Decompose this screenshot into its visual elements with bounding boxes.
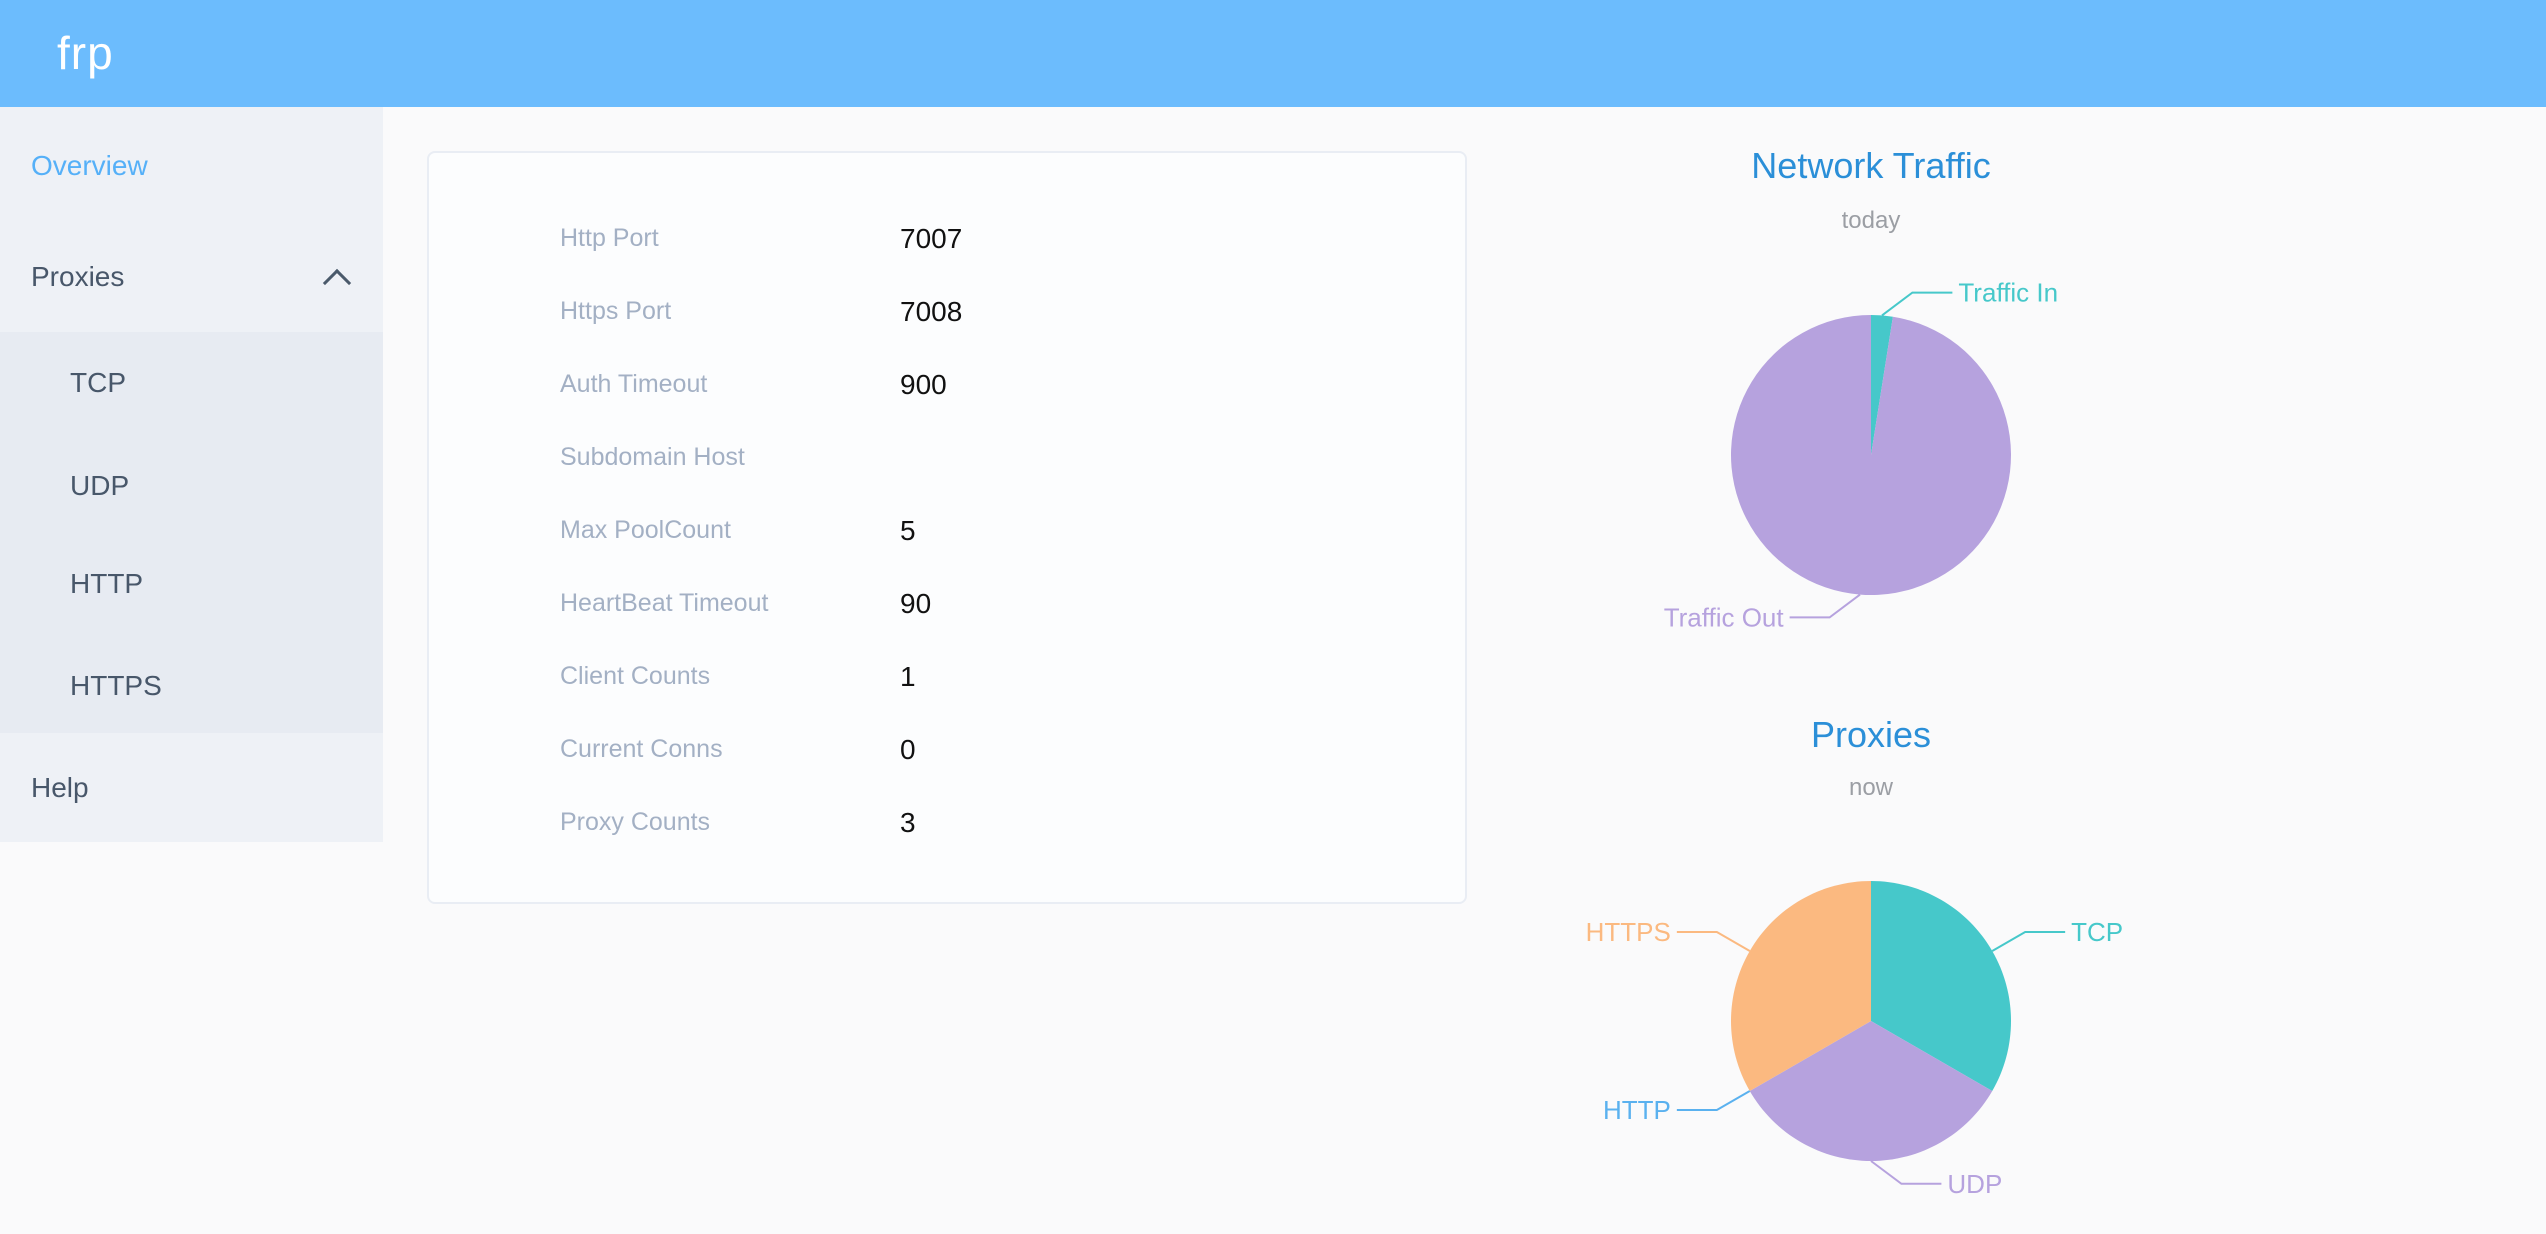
- sidebar-item-https[interactable]: HTTPS: [0, 636, 383, 736]
- proxies-chart: Proxies now TCP UDP HTTP HTTPS: [1586, 714, 2124, 1199]
- info-value: 3: [900, 806, 916, 838]
- info-row-client-counts: Client Counts 1: [429, 640, 1465, 713]
- label-line-traffic-in: [1881, 291, 1953, 317]
- slice-label-tcp: TCP: [2071, 917, 2123, 947]
- label-line-udp: [1870, 1160, 1942, 1185]
- info-row-heartbeat-timeout: HeartBeat Timeout 90: [429, 567, 1465, 640]
- info-value: 0: [900, 733, 916, 765]
- info-label: Https Port: [560, 297, 672, 325]
- info-label: Max PoolCount: [560, 516, 731, 544]
- sidebar-item-label: UDP: [70, 470, 130, 501]
- chart-subtitle: today: [1842, 207, 1901, 234]
- server-info-rows: Http Port 7007 Https Port 7008 Auth Time…: [429, 153, 1465, 859]
- server-info-card: Http Port 7007 Https Port 7008 Auth Time…: [427, 151, 1467, 904]
- sidebar-item-proxies[interactable]: Proxies: [0, 227, 383, 327]
- pie-slice-traffic-in[interactable]: [1871, 315, 1893, 455]
- slice-label-traffic-out: Traffic Out: [1664, 602, 1785, 632]
- info-row-max-poolcount: Max PoolCount 5: [429, 494, 1465, 567]
- info-value: 1: [900, 660, 916, 692]
- info-value: 7008: [900, 295, 963, 327]
- info-label: Current Conns: [560, 735, 723, 763]
- label-line-tcp: [1991, 931, 2066, 952]
- pie-slice-tcp[interactable]: [1871, 881, 2011, 1091]
- info-row-subdomain-host: Subdomain Host: [429, 421, 1465, 494]
- label-line-http: [1676, 1090, 1751, 1111]
- slice-label-https: HTTPS: [1586, 917, 1671, 947]
- info-label: Auth Timeout: [560, 370, 708, 398]
- info-label: Subdomain Host: [560, 443, 745, 471]
- info-row-auth-timeout: Auth Timeout 900: [429, 348, 1465, 421]
- info-row-proxy-counts: Proxy Counts 3: [429, 786, 1465, 859]
- slice-label-udp: UDP: [1947, 1169, 2002, 1199]
- chart-subtitle: now: [1849, 774, 1894, 801]
- info-label: Client Counts: [560, 662, 711, 690]
- sidebar-item-help[interactable]: Help: [0, 738, 383, 838]
- label-line-https: [1676, 931, 1751, 952]
- info-label: HeartBeat Timeout: [560, 589, 769, 617]
- slice-label-traffic-in: Traffic In: [1958, 278, 2058, 308]
- app-header: frp: [0, 0, 2546, 107]
- network-traffic-chart: Network Traffic today Traffic In Traffic Ou…: [1664, 145, 2058, 632]
- pie-slice-https[interactable]: [1731, 881, 1871, 1091]
- info-row-http-port: Http Port 7007: [429, 202, 1465, 275]
- info-row-https-port: Https Port 7008: [429, 275, 1465, 348]
- sidebar-item-overview[interactable]: Overview: [0, 116, 383, 216]
- sidebar: Overview Proxies TCP UDP HTTP HTTPS Help: [0, 107, 383, 842]
- pie-slice-traffic-out[interactable]: [1731, 315, 2011, 595]
- info-value: 900: [900, 368, 947, 400]
- sidebar-item-label: HTTP: [70, 568, 144, 599]
- frp-logo[interactable]: frp: [57, 27, 114, 79]
- sidebar-item-label: Proxies: [31, 261, 125, 292]
- info-value: 90: [900, 587, 932, 619]
- info-label: Http Port: [560, 224, 659, 252]
- info-row-current-conns: Current Conns 0: [429, 713, 1465, 786]
- proxies-submenu-background: [0, 332, 383, 733]
- chart-title: Proxies: [1811, 714, 1931, 755]
- sidebar-item-label: Help: [31, 772, 89, 803]
- info-label: Proxy Counts: [560, 808, 711, 836]
- info-value: 7007: [900, 222, 963, 254]
- info-value: 5: [900, 514, 916, 546]
- label-line-traffic-out: [1789, 593, 1861, 619]
- sidebar-item-label: HTTPS: [70, 670, 162, 701]
- sidebar-item-http[interactable]: HTTP: [0, 534, 383, 634]
- sidebar-item-label: TCP: [70, 367, 126, 398]
- chevron-up-icon: [322, 268, 352, 298]
- slice-label-http: HTTP: [1603, 1095, 1671, 1125]
- sidebar-item-tcp[interactable]: TCP: [0, 333, 383, 433]
- sidebar-item-label: Overview: [31, 150, 148, 181]
- chart-title: Network Traffic: [1751, 145, 1990, 186]
- sidebar-item-udp[interactable]: UDP: [0, 436, 383, 536]
